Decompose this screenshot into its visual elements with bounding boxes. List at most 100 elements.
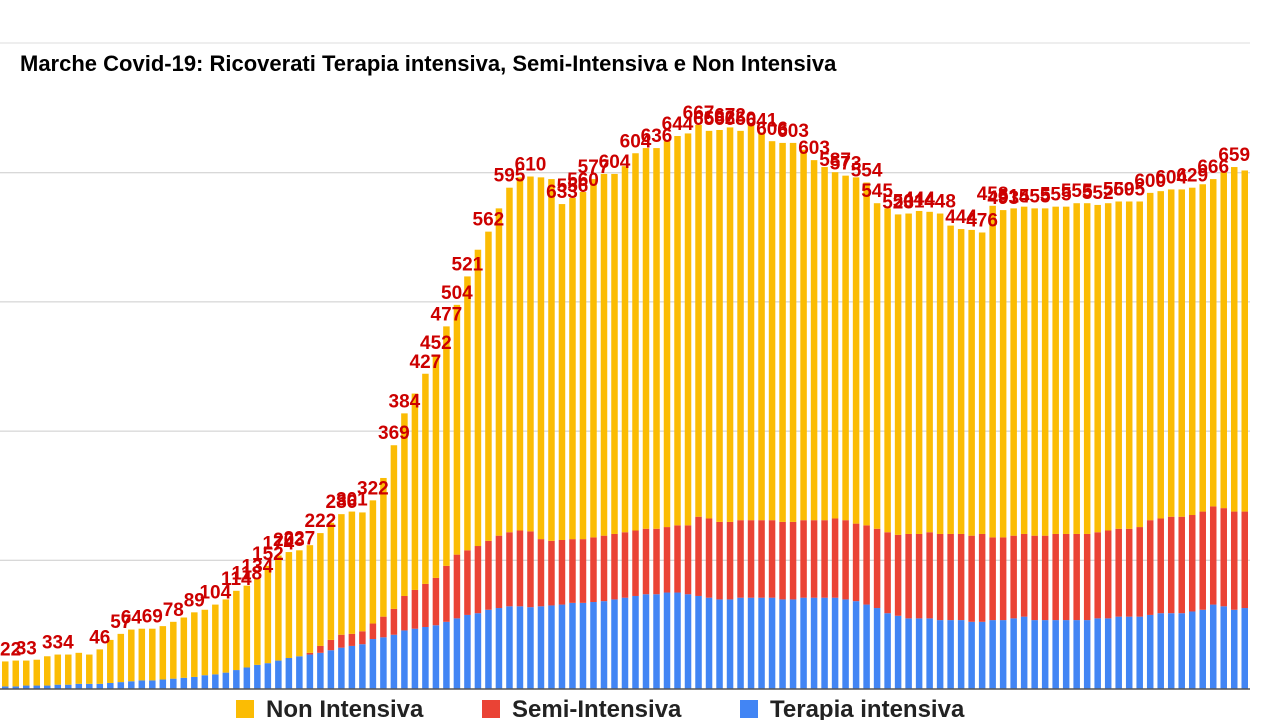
bar-non-intensiva [23, 660, 30, 686]
bar-semi-intensiva [569, 539, 576, 603]
legend-item-terapia-intensiva[interactable]: Terapia intensiva [740, 696, 965, 720]
bar-non-intensiva [968, 229, 975, 536]
data-label: 573 [830, 154, 862, 175]
data-label: 555 [1061, 181, 1093, 202]
bar-terapia-intensiva [936, 620, 944, 689]
bar-non-intensiva [684, 133, 692, 526]
data-label: 501 [893, 192, 925, 213]
bar-terapia-intensiva [789, 599, 797, 689]
bar-terapia-intensiva [1157, 613, 1164, 689]
bar-non-intensiva [873, 203, 881, 529]
bar-terapia-intensiva [296, 656, 303, 689]
legend-label: Semi-Intensiva [512, 696, 682, 720]
bar-terapia-intensiva [1241, 608, 1248, 689]
bar-non-intensiva [212, 604, 219, 675]
bar-non-intensiva [1104, 203, 1112, 531]
bar-terapia-intensiva [180, 677, 188, 689]
bar-semi-intensiva [327, 639, 335, 651]
bar-terapia-intensiva [75, 683, 83, 689]
bar-non-intensiva [789, 142, 797, 522]
bar-terapia-intensiva [149, 680, 156, 689]
bar-non-intensiva [957, 229, 965, 534]
bar-terapia-intensiva [1104, 618, 1112, 689]
bar-semi-intensiva [1167, 516, 1175, 614]
bar-non-intensiva [443, 326, 450, 566]
data-label: 636 [641, 126, 673, 147]
bar-terapia-intensiva [264, 663, 272, 689]
bar-semi-intensiva [873, 528, 881, 609]
bar-non-intensiva [1020, 206, 1028, 534]
bar-non-intensiva [75, 652, 83, 684]
bar-non-intensiva [590, 179, 597, 538]
bar-semi-intensiva [884, 532, 891, 614]
bar-terapia-intensiva [1041, 620, 1049, 689]
bar-non-intensiva [12, 660, 20, 687]
bar-semi-intensiva [684, 525, 692, 595]
bar-non-intensiva [1178, 189, 1185, 517]
bar-non-intensiva [495, 208, 503, 536]
data-label: 384 [389, 391, 421, 412]
data-label: 606 [756, 119, 788, 140]
bar-non-intensiva [884, 208, 891, 533]
bar-non-intensiva [432, 354, 440, 578]
bar-semi-intensiva [1104, 530, 1112, 619]
bar-non-intensiva [579, 192, 587, 540]
bar-terapia-intensiva [800, 597, 807, 689]
bar-terapia-intensiva [978, 621, 986, 689]
bar-terapia-intensiva [2, 686, 9, 689]
data-label: 301 [336, 490, 368, 511]
data-label: 203 [273, 530, 305, 551]
bar-semi-intensiva [663, 527, 671, 593]
bar-non-intensiva [1094, 204, 1101, 533]
bar-terapia-intensiva [222, 672, 230, 689]
data-label: 562 [473, 210, 505, 231]
bar-terapia-intensiva [611, 599, 618, 689]
bar-terapia-intensiva [999, 620, 1007, 689]
data-label: 545 [861, 181, 893, 202]
bar-semi-intensiva [474, 546, 482, 614]
bar-non-intensiva [369, 500, 377, 624]
bar-semi-intensiva [527, 531, 534, 608]
bar-terapia-intensiva [128, 681, 135, 689]
bar-semi-intensiva [401, 595, 408, 631]
legend-item-semi-intensiva[interactable]: Semi-Intensiva [482, 696, 682, 720]
bar-non-intensiva [926, 211, 933, 533]
data-label: 555 [1019, 186, 1051, 207]
bar-non-intensiva [768, 141, 776, 521]
bar-terapia-intensiva [674, 592, 681, 689]
bar-non-intensiva [1188, 187, 1196, 516]
bar-semi-intensiva [1230, 511, 1238, 610]
bar-semi-intensiva [485, 540, 492, 610]
bar-semi-intensiva [380, 616, 387, 638]
bar-terapia-intensiva [432, 625, 440, 689]
bar-non-intensiva [1220, 172, 1227, 509]
data-label: 448 [924, 192, 956, 213]
bar-non-intensiva [915, 210, 923, 534]
bar-terapia-intensiva [621, 597, 629, 689]
data-label: 493 [987, 188, 1019, 209]
bar-terapia-intensiva [285, 657, 293, 689]
bar-terapia-intensiva [348, 645, 356, 689]
bar-semi-intensiva [348, 633, 356, 646]
bar-non-intensiva [1167, 189, 1175, 517]
bar-semi-intensiva [758, 520, 765, 598]
legend-item-non-intensiva[interactable]: Non Intensiva [236, 696, 424, 720]
bar-semi-intensiva [590, 537, 597, 603]
bar-non-intensiva [254, 578, 261, 665]
bar-non-intensiva [422, 373, 429, 584]
bar-semi-intensiva [464, 550, 471, 615]
bar-semi-intensiva [852, 523, 860, 602]
bar-terapia-intensiva [317, 652, 324, 689]
bar-non-intensiva [978, 232, 986, 534]
data-label: 667 [683, 103, 715, 124]
bar-semi-intensiva [789, 521, 797, 600]
data-label: 560 [567, 170, 599, 191]
data-label: 69 [142, 607, 163, 628]
bar-terapia-intensiva [327, 650, 335, 689]
bar-semi-intensiva [957, 533, 965, 621]
bar-semi-intensiva [831, 518, 839, 598]
bar-non-intensiva [852, 177, 860, 524]
data-label: 552 [1082, 183, 1114, 204]
legend[interactable]: Non Intensiva Semi-Intensiva Terapia inten… [236, 696, 965, 720]
bar-non-intensiva [1062, 206, 1070, 534]
